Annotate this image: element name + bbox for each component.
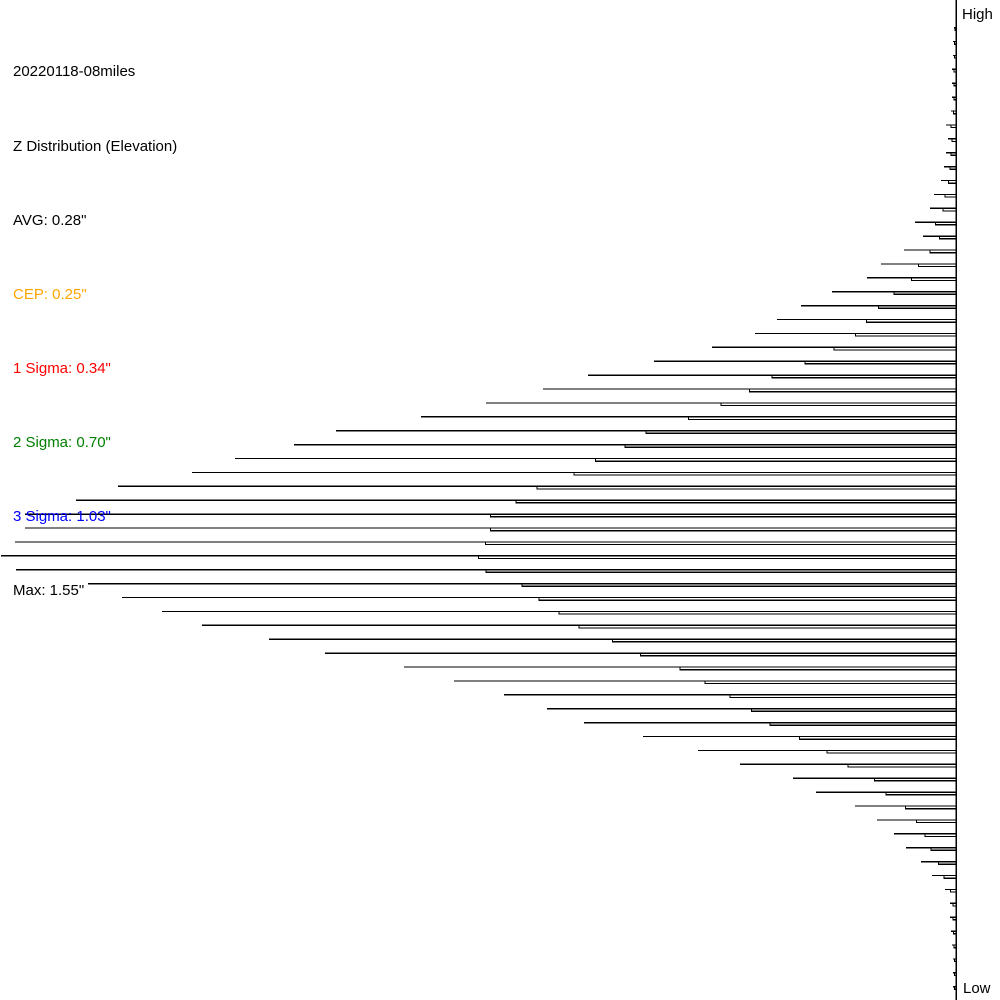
avg-stat: AVG: 0.28": [13, 211, 87, 229]
distribution-bar: [712, 346, 956, 351]
distribution-bar: [855, 805, 956, 810]
distribution-bar: [941, 179, 956, 184]
stats-panel: 20220118-08miles Z Distribution (Elevati…: [13, 11, 177, 653]
distribution-bar: [654, 360, 956, 365]
session-title: 20220118-08miles: [13, 63, 136, 81]
distribution-bar: [404, 666, 956, 671]
distribution-bar: [269, 638, 956, 643]
distribution-bar: [921, 860, 956, 865]
distribution-bar: [951, 930, 956, 935]
distribution-bar: [832, 291, 956, 295]
distribution-bar: [952, 68, 956, 73]
distribution-bar: [952, 82, 956, 87]
cep-stat: CEP: 0.25": [13, 285, 87, 303]
distribution-bar: [934, 193, 956, 198]
distribution-bar: [543, 388, 956, 393]
distribution-bar: [643, 735, 956, 740]
distribution-bar: [946, 152, 956, 156]
distribution-bar: [192, 471, 956, 476]
distribution-bar: [953, 986, 956, 990]
distribution-bar: [954, 26, 956, 31]
distribution-bar: [202, 624, 956, 629]
distribution-bar: [336, 430, 956, 434]
distribution-bar: [698, 749, 956, 754]
distribution-bar: [16, 569, 956, 573]
axis-label-low: Low: [963, 980, 991, 997]
distribution-bar: [953, 40, 956, 45]
distribution-bar: [235, 457, 956, 462]
axis-label-high: High: [962, 6, 993, 23]
distribution-bar: [454, 680, 956, 685]
distribution-bar: [953, 54, 956, 59]
distribution-bar: [950, 902, 956, 907]
distribution-bar: [946, 124, 956, 129]
distribution-bar: [162, 610, 956, 615]
distribution-bar: [923, 235, 956, 240]
distribution-bar: [793, 777, 956, 782]
distribution-bar: [88, 582, 956, 587]
distribution-bar: [421, 416, 956, 421]
distribution-bar: [801, 304, 956, 309]
distribution-bar: [294, 443, 956, 448]
distribution-bar: [950, 916, 956, 921]
distribution-bar: [930, 207, 956, 212]
distribution-bar: [777, 318, 956, 323]
sigma2-stat: 2 Sigma: 0.70": [13, 433, 111, 451]
distribution-bar: [76, 499, 956, 504]
distribution-bar: [1, 555, 956, 560]
sigma1-stat: 1 Sigma: 0.34": [13, 359, 111, 377]
distribution-bar: [906, 847, 956, 851]
distribution-bar: [951, 110, 956, 115]
distribution-bar: [944, 165, 956, 170]
distribution-bar: [755, 332, 956, 337]
distribution-bar: [881, 263, 956, 268]
distribution-bar: [952, 944, 956, 949]
distribution-bar: [122, 596, 956, 601]
distribution-bar: [894, 833, 956, 838]
max-stat: Max: 1.55": [13, 582, 85, 600]
distribution-bar: [945, 888, 956, 893]
distribution-bar: [25, 513, 956, 518]
distribution-bar: [948, 138, 956, 143]
distribution-bar: [584, 721, 956, 726]
distribution-bar: [952, 96, 956, 101]
chart-title: Z Distribution (Elevation): [13, 137, 178, 155]
distribution-bar: [588, 374, 956, 379]
distribution-bar: [486, 402, 956, 407]
distribution-bar: [25, 527, 956, 532]
distribution-bar: [877, 819, 956, 824]
distribution-bar: [325, 652, 956, 657]
distribution-bar: [953, 972, 956, 977]
distribution-bar: [547, 708, 956, 712]
distribution-bar: [740, 763, 956, 768]
distribution-bar: [904, 249, 956, 254]
sigma3-stat: 3 Sigma: 1.03": [13, 507, 111, 525]
distribution-bar: [953, 958, 956, 963]
distribution-bar: [915, 221, 956, 226]
distribution-bar: [816, 791, 956, 796]
distribution-bar: [118, 485, 956, 490]
distribution-bar: [867, 277, 956, 282]
distribution-bar: [504, 694, 956, 699]
distribution-bar: [15, 541, 956, 546]
distribution-bar: [932, 874, 956, 879]
